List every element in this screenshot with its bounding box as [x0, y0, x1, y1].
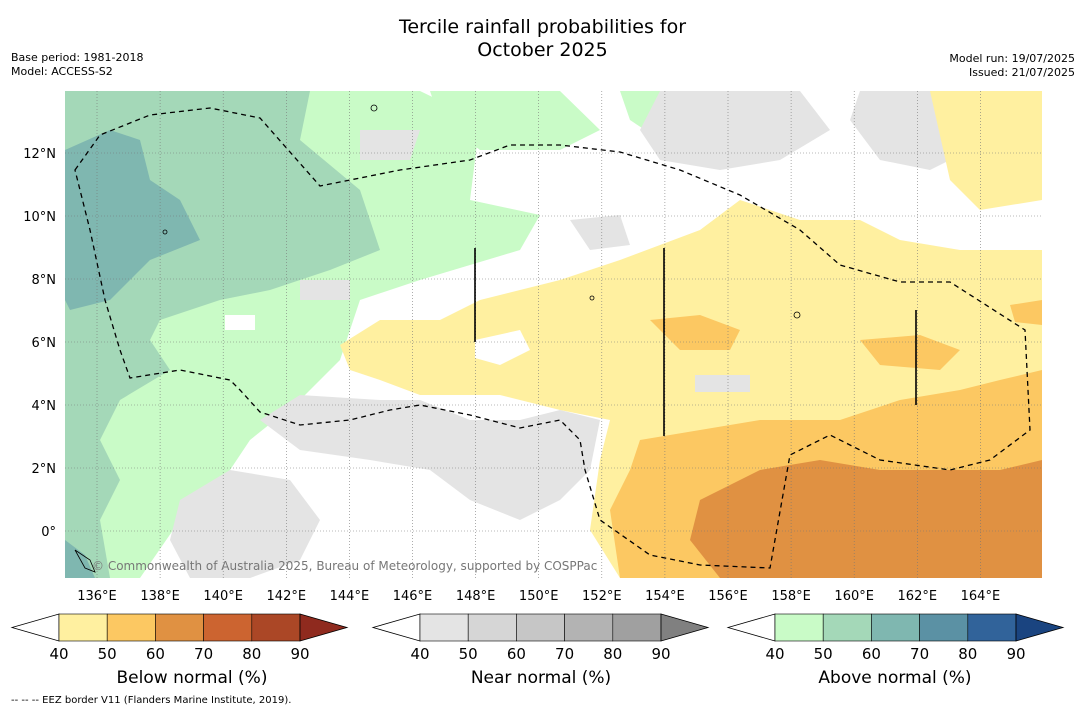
lat-label: 10°N — [23, 210, 56, 225]
colorbar-low-arrow — [10, 613, 60, 642]
lon-label: 138°E — [140, 589, 180, 604]
colorbar-near-label: Near normal (%) — [470, 668, 612, 688]
base-period: Base period: 1981-2018 — [11, 51, 144, 64]
colorbar-segment — [967, 613, 1017, 642]
lon-label: 146°E — [393, 589, 433, 604]
near-normal-patch-3 — [570, 215, 630, 250]
title-line-1: Tercile rainfall probabilities for — [398, 16, 687, 38]
below-normal-60-zone — [690, 460, 1042, 578]
colorbar-tick: 90 — [290, 645, 309, 663]
lon-label: 144°E — [330, 589, 370, 604]
lon-label: 148°E — [456, 589, 496, 604]
colorbar-tick: 90 — [651, 645, 670, 663]
colorbar-high-arrow — [1015, 613, 1065, 642]
lon-label: 158°E — [771, 589, 811, 604]
colorbar-segment — [564, 613, 614, 642]
colorbar-tick: 90 — [1006, 645, 1025, 663]
lat-label: 12°N — [23, 147, 56, 162]
colorbar-segment — [58, 613, 108, 642]
colorbar-tick: 50 — [98, 645, 117, 663]
lon-label: 154°E — [645, 589, 685, 604]
above-normal-zone-north — [430, 91, 600, 150]
below-normal-50-patch-3 — [1010, 300, 1042, 325]
colorbar-tick: 70 — [910, 645, 929, 663]
colorbar-tick: 70 — [194, 645, 213, 663]
lat-label: 6°N — [32, 336, 57, 351]
colorbar-tick: 40 — [765, 645, 784, 663]
colorbar-tick: 40 — [410, 645, 429, 663]
colorbar-segment — [203, 613, 253, 642]
colorbar-tick: 60 — [862, 645, 881, 663]
lat-label: 8°N — [32, 273, 57, 288]
map-credit: © Commonwealth of Australia 2025, Bureau… — [92, 559, 597, 573]
colorbar-segment — [612, 613, 662, 642]
title-line-2: October 2025 — [477, 39, 608, 61]
latitude-labels: 12°N 10°N 8°N 6°N 4°N 2°N 0° — [23, 147, 56, 540]
colorbar-segment — [871, 613, 920, 642]
colorbar-low-arrow — [371, 613, 421, 642]
lon-label: 156°E — [708, 589, 748, 604]
lon-label: 142°E — [267, 589, 307, 604]
neutral-void-2 — [225, 315, 255, 330]
near-normal-zone-south — [170, 470, 320, 578]
colorbar-segment — [467, 613, 517, 642]
above-normal-60-zone — [65, 130, 200, 310]
colorbar-near: 40 50 60 70 80 90 — [371, 613, 710, 663]
islands — [74, 104, 801, 573]
lon-label: 162°E — [898, 589, 938, 604]
colorbar-high-arrow — [660, 613, 710, 642]
colorbar-segment — [251, 613, 301, 642]
near-normal-patch-1 — [360, 130, 420, 160]
issued-date: Issued: 21/07/2025 — [968, 66, 1075, 79]
colorbar-tick: 70 — [555, 645, 574, 663]
lon-label: 150°E — [519, 589, 559, 604]
below-normal-50-patch-1 — [650, 315, 740, 350]
colorbar-tick: 80 — [242, 645, 261, 663]
colorbar-segment — [106, 613, 156, 642]
neutral-void-1 — [475, 330, 530, 365]
colorbar-tick: 80 — [958, 645, 977, 663]
colorbar-below-label: Below normal (%) — [116, 668, 268, 688]
colorbar-high-arrow — [299, 613, 349, 642]
lat-label: 2°N — [32, 462, 57, 477]
probability-field — [65, 91, 1042, 578]
colorbar-tick: 50 — [814, 645, 833, 663]
longitude-labels: 136°E 138°E 140°E 142°E 144°E 146°E 148°E 150°E… — [77, 589, 1000, 604]
lat-label: 4°N — [32, 399, 57, 414]
lon-label: 136°E — [77, 589, 117, 604]
near-normal-patch-5 — [695, 375, 750, 392]
colorbar-above-label: Above normal (%) — [818, 668, 972, 688]
eez-border — [74, 107, 1031, 569]
lon-label: 152°E — [582, 589, 622, 604]
colorbar-below: 40 50 60 70 80 90 — [10, 613, 349, 663]
lon-label: 164°E — [961, 589, 1001, 604]
colorbar-segment — [516, 613, 565, 642]
colorbar-tick: 40 — [49, 645, 68, 663]
colorbar-above: 40 50 60 70 80 90 — [726, 613, 1065, 663]
near-normal-patch-2 — [300, 280, 350, 300]
below-normal-40-zone-northeast — [930, 91, 1042, 210]
colorbar-tick: 60 — [507, 645, 526, 663]
colorbar-low-arrow — [726, 613, 776, 642]
near-normal-zone-north — [640, 91, 830, 170]
lat-label: 0° — [41, 525, 56, 540]
colorbar-tick: 60 — [146, 645, 165, 663]
eez-footnote: -- -- -- EEZ border V11 (Flanders Marine… — [11, 695, 292, 706]
colorbar-segment — [774, 613, 824, 642]
lon-label: 160°E — [834, 589, 874, 604]
colorbar-segment — [919, 613, 969, 642]
model-run: Model run: 19/07/2025 — [949, 52, 1075, 65]
colorbar-tick: 50 — [459, 645, 478, 663]
colorbar-segment — [419, 613, 469, 642]
colorbar-tick: 80 — [603, 645, 622, 663]
colorbar-segment — [822, 613, 872, 642]
colorbars: 40 50 60 70 80 90 40 50 60 70 80 90 40 50 60 70 80 90 — [10, 613, 1065, 663]
lon-label: 140°E — [203, 589, 243, 604]
colorbar-segment — [155, 613, 204, 642]
below-normal-50-patch-2 — [860, 335, 960, 370]
model-name: Model: ACCESS-S2 — [11, 65, 113, 78]
graticule — [65, 91, 1042, 578]
